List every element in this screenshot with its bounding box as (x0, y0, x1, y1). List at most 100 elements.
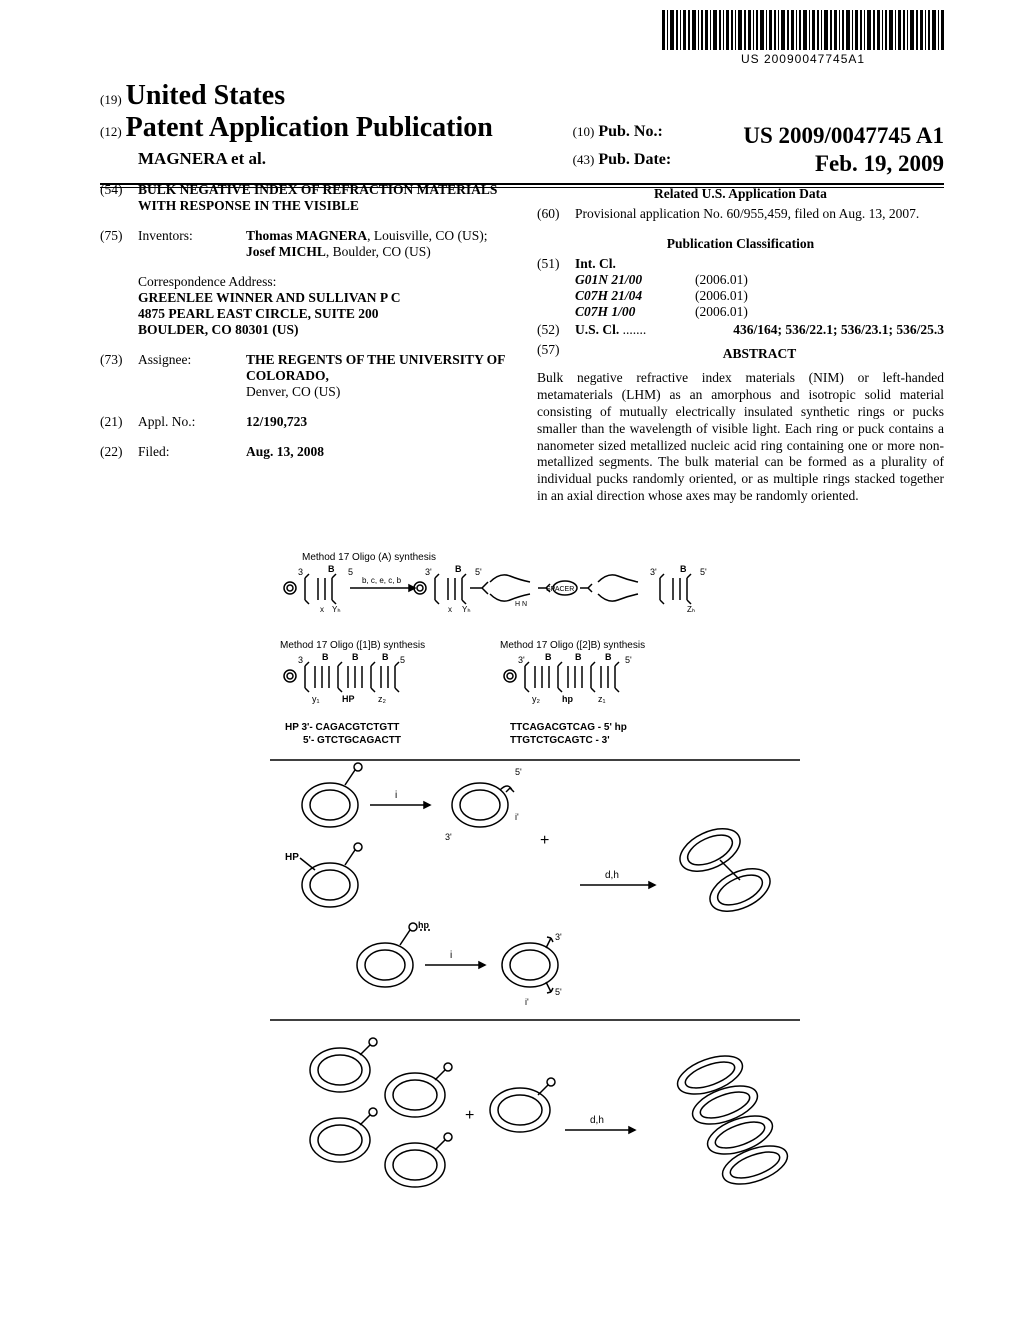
col-left: (54) BULK NEGATIVE INDEX OF REFRACTION M… (100, 182, 507, 505)
svg-text:i': i' (515, 812, 519, 822)
svg-text:H N: H N (515, 601, 527, 608)
barcode-text: US 20090047745A1 (662, 52, 944, 66)
svg-text:hp: hp (562, 694, 573, 704)
biblio: (54) BULK NEGATIVE INDEX OF REFRACTION M… (100, 182, 944, 505)
svg-text:5: 5 (348, 567, 353, 577)
authority-code: (19) (100, 92, 122, 107)
assignee-value: THE REGENTS OF THE UNIVERSITY OF COLORAD… (246, 352, 507, 400)
svg-text:b, c, e, c, b: b, c, e, c, b (362, 576, 402, 585)
barcode-region: US 20090047745A1 (662, 10, 944, 66)
svg-text:HP 3'- CAGACGTCTGTT: HP 3'- CAGACGTCTGTT (285, 722, 399, 733)
svg-text:5': 5' (625, 655, 632, 665)
uscl-code: (52) (537, 322, 575, 338)
figure-svg: Method 17 Oligo (A) synthesis 3 B 5 b, c… (270, 550, 820, 1300)
fig-title-a: Method 17 Oligo (A) synthesis (302, 552, 436, 563)
intcl-code: (51) (537, 256, 575, 320)
svg-text:Yₕ: Yₕ (332, 605, 341, 614)
intcl-symbol-0: G01N 21/00 (575, 272, 695, 288)
svg-text:B: B (352, 652, 359, 662)
fig-title-b1: Method 17 Oligo ([1]B) synthesis (280, 640, 425, 651)
uscl-row: U.S. Cl. ....... 436/164; 536/22.1; 536/… (575, 322, 944, 338)
svg-text:d,h: d,h (605, 870, 619, 881)
svg-text:TTCAGACGTCAG - 5' hp: TTCAGACGTCAG - 5' hp (510, 722, 627, 733)
svg-text:i': i' (525, 997, 529, 1007)
svg-text:y₂: y₂ (532, 694, 541, 704)
svg-text:z₂: z₂ (378, 694, 387, 704)
svg-text:Yₕ: Yₕ (462, 605, 471, 614)
pubclass-head: Publication Classification (537, 236, 944, 252)
intcl-date-1: (2006.01) (695, 288, 944, 304)
inventors-code: (75) (100, 228, 138, 260)
assignee-label: Assignee: (138, 352, 246, 400)
fig-title-b2: Method 17 Oligo ([2]B) synthesis (500, 640, 645, 651)
pubdate-code: (43) (573, 152, 595, 167)
svg-text:x: x (448, 605, 452, 614)
corr-label: Correspondence Address: (138, 274, 507, 290)
svg-text:d,h: d,h (590, 1115, 604, 1126)
intcl-symbol-1: C07H 21/04 (575, 288, 695, 304)
corr-addr2: BOULDER, CO 80301 (US) (138, 322, 507, 338)
svg-text:5': 5' (515, 767, 522, 777)
correspondence: Correspondence Address: GREENLEE WINNER … (138, 274, 507, 338)
svg-text:5': 5' (475, 567, 482, 577)
svg-text:B: B (455, 564, 462, 574)
header: (19) United States (12) Patent Applicati… (100, 80, 944, 188)
svg-text:3': 3' (650, 567, 657, 577)
abstract-text: Bulk negative refractive index materials… (537, 370, 944, 505)
svg-text:SPACER: SPACER (546, 586, 574, 593)
svg-text:B: B (605, 652, 612, 662)
svg-text:z₁: z₁ (598, 694, 606, 704)
doc-type: Patent Application Publication (126, 112, 493, 143)
figure-region: Method 17 Oligo (A) synthesis 3 B 5 b, c… (270, 550, 820, 1303)
svg-text:hp: hp (418, 920, 429, 930)
svg-text:B: B (322, 652, 329, 662)
svg-text:5'- GTCTGCAGACTT: 5'- GTCTGCAGACTT (303, 735, 401, 746)
svg-text:+: + (465, 1107, 474, 1124)
svg-text:5': 5' (555, 987, 562, 997)
intcl-date-0: (2006.01) (695, 272, 944, 288)
pubdate-label: Pub. Date: (598, 151, 671, 168)
svg-text:+: + (540, 832, 549, 849)
pubno-value: US 2009/0047745 A1 (743, 123, 944, 149)
svg-text:x: x (320, 605, 324, 614)
svg-text:3: 3 (298, 567, 303, 577)
doc-type-code: (12) (100, 124, 122, 139)
svg-text:Zₕ: Zₕ (687, 605, 695, 614)
svg-text:TTGTCTGCAGTC - 3': TTGTCTGCAGTC - 3' (510, 735, 610, 746)
intcl-label: Int. Cl. (575, 256, 944, 272)
prov-text: Provisional application No. 60/955,459, … (575, 206, 944, 222)
filed-code: (22) (100, 444, 138, 460)
col-right: Related U.S. Application Data (60) Provi… (537, 182, 944, 505)
invention-title: BULK NEGATIVE INDEX OF REFRACTION MATERI… (138, 182, 507, 214)
svg-text:B: B (680, 564, 687, 574)
abstract-head: ABSTRACT (575, 346, 944, 362)
pubdate-value: Feb. 19, 2009 (815, 151, 944, 177)
related-head: Related U.S. Application Data (537, 186, 944, 202)
pubno-label: Pub. No.: (598, 123, 662, 140)
svg-text:5: 5 (400, 655, 405, 665)
svg-text:HP: HP (342, 694, 355, 704)
title-code: (54) (100, 182, 138, 214)
corr-name: GREENLEE WINNER AND SULLIVAN P C (138, 290, 507, 306)
corr-addr1: 4875 PEARL EAST CIRCLE, SUITE 200 (138, 306, 507, 322)
applno-value: 12/190,723 (246, 414, 507, 430)
svg-text:i: i (450, 950, 452, 961)
abstract-code: (57) (537, 342, 575, 366)
inventor-head: MAGNERA et al. (138, 149, 266, 168)
filed-value: Aug. 13, 2008 (246, 444, 507, 460)
pubno-code: (10) (573, 124, 595, 139)
intcl-symbol-2: C07H 1/00 (575, 304, 695, 320)
svg-text:i: i (395, 790, 397, 801)
filed-label: Filed: (138, 444, 246, 460)
barcode-graphic (662, 10, 944, 50)
svg-text:3: 3 (298, 655, 303, 665)
svg-text:B: B (545, 652, 552, 662)
svg-text:3': 3' (445, 832, 452, 842)
svg-text:5': 5' (700, 567, 707, 577)
svg-text:3': 3' (425, 567, 432, 577)
prov-code: (60) (537, 206, 575, 222)
svg-text:3': 3' (518, 655, 525, 665)
assignee-code: (73) (100, 352, 138, 400)
svg-text:B: B (575, 652, 582, 662)
intcl-date-2: (2006.01) (695, 304, 944, 320)
